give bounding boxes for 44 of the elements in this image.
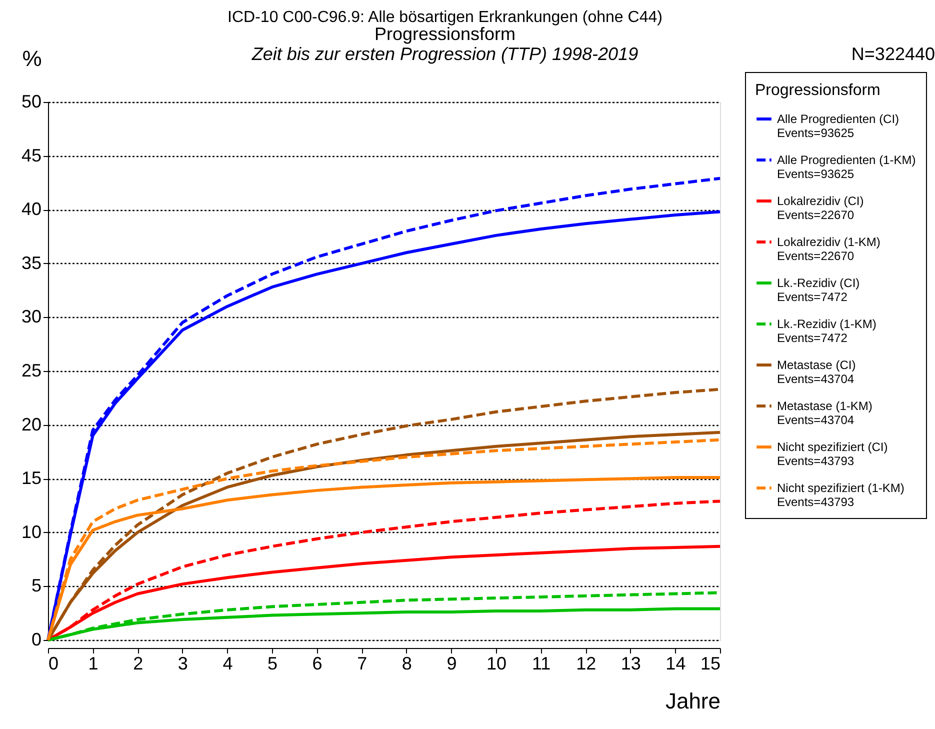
- x-tick-label: 13: [620, 654, 641, 674]
- x-tick-label: 0: [48, 654, 59, 674]
- y-tick-label: 5: [31, 576, 42, 596]
- x-tick-label: 14: [666, 654, 686, 674]
- y-tick-label: 15: [21, 468, 42, 488]
- y-tick-label: 25: [21, 360, 42, 380]
- y-tick-label: 45: [21, 145, 42, 166]
- chart-subtitle: Progressionsform: [374, 24, 516, 44]
- y-tick-label: 30: [21, 306, 42, 327]
- legend-label: Lk.-Rezidiv (1-KM) Events=7472: [777, 317, 876, 345]
- x-tick-label: 6: [312, 654, 322, 674]
- x-tick-label: 7: [357, 654, 368, 674]
- x-tick-label: 12: [576, 654, 596, 674]
- x-tick-label: 8: [402, 654, 412, 674]
- legend-title: Progressionsform: [755, 82, 880, 99]
- chart-title: ICD-10 C00-C96.9: Alle bösartigen Erkrankungen (ohne C44): [228, 9, 662, 26]
- legend-label: Lokalrezidiv (1-KM) Events=22670: [777, 235, 880, 263]
- legend-label: Nicht spezifiziert (1-KM) Events=43793: [777, 481, 904, 509]
- legend-label: Lk.-Rezidiv (CI) Events=7472: [777, 276, 860, 304]
- legend-label: Alle Progredienten (CI) Events=93625: [777, 112, 900, 140]
- y-tick-label: 50: [21, 92, 42, 112]
- x-tick-label: 2: [133, 654, 144, 674]
- y-tick-label: 20: [21, 414, 42, 434]
- x-axis-title: Jahre: [665, 688, 720, 714]
- x-tick-label: 5: [267, 654, 278, 674]
- legend-label: Alle Progredienten (1-KM) Events=93625: [777, 153, 916, 181]
- text: Zeit bis zur ersten Progression (TTP) 1998-2019: [250, 44, 638, 64]
- legend-label: Lokalrezidiv (CI) Events=22670: [777, 194, 864, 222]
- text: N=322440: [851, 44, 935, 64]
- x-tick-label: 9: [446, 654, 457, 674]
- x-tick-label: 1: [88, 654, 98, 674]
- y-tick-label: 10: [21, 522, 42, 542]
- x-tick-label: 10: [486, 654, 507, 674]
- y-tick-label: 40: [21, 199, 42, 220]
- x-tick-label: 15: [700, 654, 720, 674]
- x-tick-label: 4: [222, 654, 233, 674]
- x-tick-label: 3: [178, 654, 188, 674]
- y-tick-label: 35: [21, 252, 42, 273]
- legend-label: Metastase (1-KM) Events=43704: [777, 399, 872, 427]
- x-tick-label: 11: [532, 654, 551, 674]
- legend-label: Nicht spezifiziert (CI) Events=43793: [777, 440, 888, 468]
- y-tick-label: 0: [31, 630, 42, 650]
- y-axis-title: %: [22, 46, 42, 71]
- legend-label: Metastase (CI) Events=43704: [777, 358, 856, 386]
